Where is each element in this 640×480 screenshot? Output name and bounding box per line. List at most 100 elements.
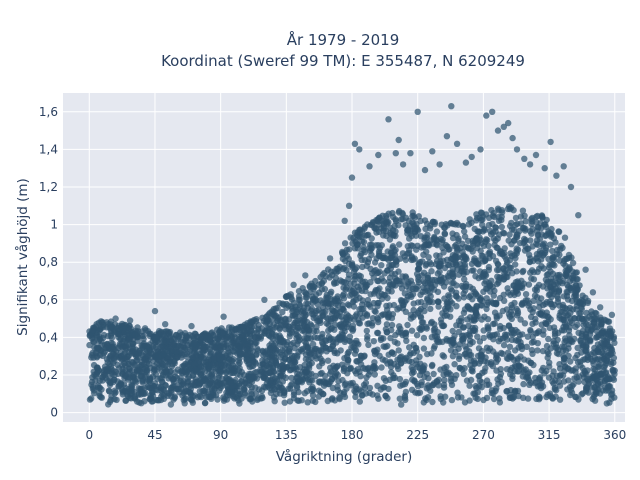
data-point <box>309 340 317 348</box>
data-point <box>347 234 354 241</box>
y-tick-label: 1,4 <box>39 142 58 156</box>
data-point <box>512 337 519 344</box>
data-point <box>588 325 596 333</box>
data-point <box>173 348 180 355</box>
data-point <box>524 395 532 402</box>
data-point <box>594 341 602 348</box>
data-point <box>380 384 387 391</box>
data-point <box>512 388 519 395</box>
data-point <box>434 288 442 296</box>
data-point <box>146 395 154 403</box>
data-point <box>420 243 427 251</box>
data-point <box>462 343 469 350</box>
data-point <box>276 381 283 388</box>
data-point <box>533 250 541 258</box>
data-point <box>229 342 237 350</box>
data-point <box>404 227 411 234</box>
data-point <box>182 387 189 394</box>
data-point <box>408 370 416 377</box>
data-point <box>178 369 186 377</box>
data-point <box>219 375 226 383</box>
data-point <box>513 146 521 153</box>
data-point <box>232 388 239 396</box>
data-point <box>470 257 478 264</box>
data-point <box>451 342 458 349</box>
data-point <box>530 297 537 304</box>
data-point <box>521 356 528 363</box>
data-point <box>280 372 287 380</box>
data-point <box>272 358 280 365</box>
data-point <box>149 373 157 380</box>
data-point <box>378 364 385 371</box>
data-point <box>315 306 322 313</box>
data-point <box>282 293 290 300</box>
data-point <box>489 283 496 291</box>
data-point <box>477 236 484 244</box>
data-point <box>371 347 378 354</box>
data-point <box>120 325 127 333</box>
data-point <box>312 398 319 406</box>
data-point <box>519 268 526 276</box>
data-point <box>461 228 468 235</box>
data-point <box>383 232 390 240</box>
data-point <box>487 361 495 368</box>
data-point <box>348 344 355 351</box>
data-point <box>437 316 445 323</box>
data-point <box>266 349 273 356</box>
data-point <box>112 352 119 359</box>
data-point <box>143 352 150 359</box>
data-point <box>561 234 569 241</box>
data-point <box>607 332 614 340</box>
data-point <box>235 333 243 341</box>
data-point <box>310 328 318 335</box>
data-point <box>375 151 382 159</box>
data-point <box>93 321 100 328</box>
data-point <box>542 319 549 326</box>
data-point <box>385 210 392 217</box>
data-point <box>437 366 444 373</box>
data-point <box>523 343 530 350</box>
data-point <box>500 123 507 130</box>
data-point <box>352 313 359 320</box>
data-point <box>196 382 203 389</box>
data-point <box>368 251 375 258</box>
data-point <box>556 257 563 264</box>
data-point <box>530 361 537 369</box>
data-point <box>544 285 551 292</box>
data-point <box>500 341 508 349</box>
data-point <box>162 372 170 379</box>
data-point <box>574 351 581 359</box>
data-point <box>490 390 497 397</box>
data-point <box>447 313 454 320</box>
data-point <box>471 324 479 332</box>
data-point <box>467 361 474 369</box>
data-point <box>106 388 113 395</box>
data-point <box>429 398 436 406</box>
data-point <box>399 305 407 312</box>
data-point <box>301 366 308 373</box>
data-point <box>418 272 426 279</box>
data-point <box>219 350 226 357</box>
data-point <box>290 339 297 347</box>
data-point <box>589 289 597 296</box>
data-point <box>119 362 126 369</box>
data-point <box>331 297 338 305</box>
data-point <box>509 375 516 383</box>
data-point <box>423 370 431 377</box>
data-point <box>496 395 503 402</box>
data-point <box>600 350 607 357</box>
data-point <box>349 261 356 269</box>
data-point <box>493 351 500 358</box>
data-point <box>421 166 429 174</box>
data-point <box>577 362 584 369</box>
data-point <box>366 241 374 248</box>
data-point <box>376 245 383 252</box>
data-point <box>474 333 481 340</box>
data-point <box>427 222 434 229</box>
data-point <box>566 304 574 312</box>
data-point <box>339 248 346 256</box>
data-point <box>253 350 260 358</box>
data-point <box>205 356 212 363</box>
data-point <box>460 370 467 378</box>
y-tick-label: 0,6 <box>39 293 58 307</box>
